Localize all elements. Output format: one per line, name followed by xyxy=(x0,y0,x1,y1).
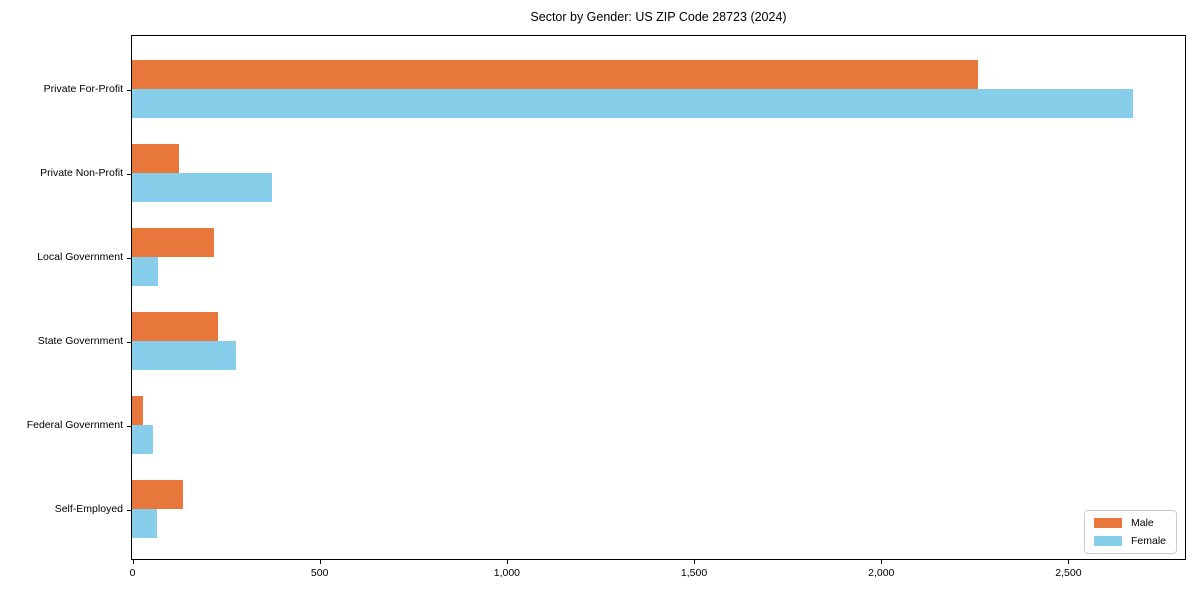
bar-male-federal-government xyxy=(132,396,144,425)
x-tick-1-500 xyxy=(694,560,696,564)
x-tick-label-2-500: 2,500 xyxy=(1055,567,1082,579)
bar-female-state-government xyxy=(132,341,237,370)
x-tick-label-1-000: 1,000 xyxy=(493,567,521,579)
chart-title: Sector by Gender: US ZIP Code 28723 (202… xyxy=(530,10,787,24)
legend-item-male: Male xyxy=(1093,517,1166,529)
y-tick-label-local-government: Local Government xyxy=(37,250,123,263)
y-tick-private-for-profit xyxy=(127,89,131,91)
x-tick-1-000 xyxy=(506,560,508,564)
x-tick-2-500 xyxy=(1068,560,1070,564)
x-tick-0 xyxy=(132,560,134,564)
bar-female-local-government xyxy=(132,257,159,286)
y-tick-label-self-employed: Self-Employed xyxy=(54,502,123,515)
x-tick-label-500: 500 xyxy=(310,567,329,579)
x-tick-2-000 xyxy=(881,560,883,564)
bar-female-private-for-profit xyxy=(132,89,1134,118)
y-tick-label-federal-government: Federal Government xyxy=(26,418,123,431)
bar-male-state-government xyxy=(132,312,219,341)
bar-female-self-employed xyxy=(132,509,158,538)
bar-female-private-non-profit xyxy=(132,173,273,202)
legend-swatch-male xyxy=(1093,518,1122,529)
legend-item-female: Female xyxy=(1093,534,1166,547)
x-tick-label-2-000: 2,000 xyxy=(868,567,895,579)
y-tick-local-government xyxy=(127,257,131,259)
plot-area: Male Female xyxy=(131,35,1186,560)
legend-swatch-female xyxy=(1093,535,1122,546)
bar-male-self-employed xyxy=(132,480,183,509)
y-tick-label-private-for-profit: Private For-Profit xyxy=(43,82,123,95)
legend-label-female: Female xyxy=(1130,534,1166,547)
y-tick-label-private-non-profit: Private Non-Profit xyxy=(40,166,123,179)
legend: Male Female xyxy=(1083,510,1177,554)
bar-male-private-for-profit xyxy=(132,60,979,89)
legend-label-male: Male xyxy=(1130,517,1154,529)
x-tick-label-0: 0 xyxy=(129,567,136,579)
bar-male-private-non-profit xyxy=(132,144,179,173)
y-tick-self-employed xyxy=(127,509,131,511)
bar-female-federal-government xyxy=(132,425,153,454)
x-tick-label-1-500: 1,500 xyxy=(680,567,708,579)
y-tick-label-state-government: State Government xyxy=(37,334,123,347)
y-tick-private-non-profit xyxy=(127,173,131,175)
y-tick-federal-government xyxy=(127,425,131,427)
x-tick-500 xyxy=(319,560,321,564)
y-tick-state-government xyxy=(127,341,131,343)
bar-male-local-government xyxy=(132,228,215,257)
